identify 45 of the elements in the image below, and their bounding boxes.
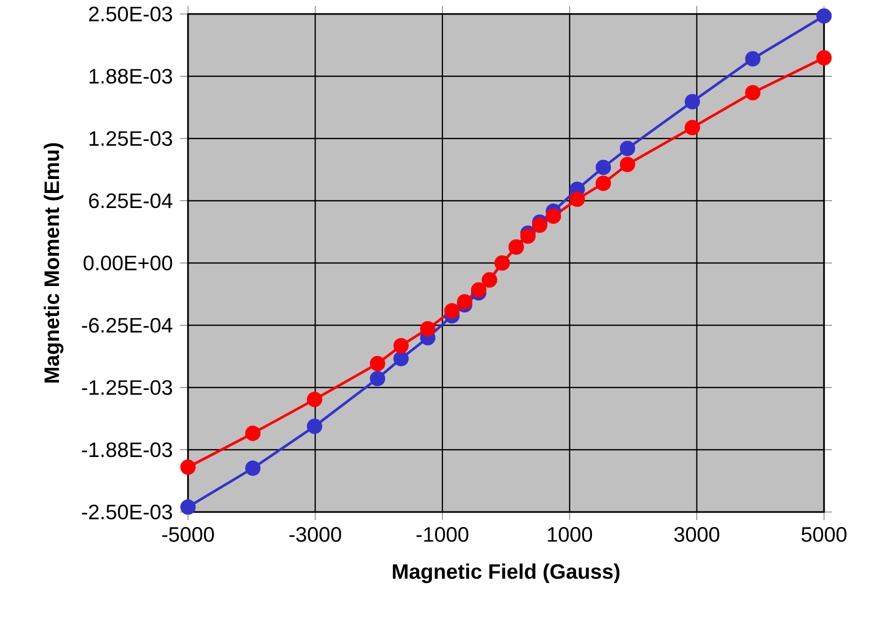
point [180, 460, 196, 475]
point [393, 338, 409, 354]
point [596, 160, 611, 176]
point [420, 321, 436, 336]
point [620, 156, 636, 172]
point [245, 460, 261, 476]
y-tick-label: -1.25E-03 [82, 380, 172, 395]
point [306, 392, 322, 408]
y-tick-label: 1.25E-03 [90, 131, 172, 146]
y-tick-label: -2.50E-03 [82, 504, 172, 520]
point [370, 356, 386, 372]
x-tick-label: 1000 [548, 527, 592, 542]
point [444, 303, 460, 318]
point [470, 282, 486, 298]
x-axis-title: Magnetic Field (Gauss) [392, 564, 620, 584]
point [306, 418, 322, 434]
y-axis-title: Magnetic Moment (Emu) [44, 143, 64, 382]
y-tick-label: -6.25E-04 [82, 318, 172, 333]
y-tick-label: 2.50E-03 [89, 6, 172, 22]
point [180, 499, 196, 515]
point [370, 370, 386, 386]
point [684, 120, 700, 136]
point [816, 50, 832, 66]
y-tick-label: -1.88E-03 [82, 442, 172, 458]
x-tick-label: -3000 [289, 527, 342, 542]
point [745, 51, 760, 66]
y-tick-label: 6.25E-04 [89, 193, 172, 208]
point [532, 217, 548, 233]
point [596, 176, 611, 191]
x-tick-label: -5000 [162, 527, 214, 542]
point [570, 192, 585, 207]
point [546, 208, 562, 224]
y-tick-label: 1.88E-03 [90, 68, 172, 84]
point [393, 350, 409, 366]
y-tick-label: 0.00E+00 [84, 256, 172, 270]
point [684, 94, 700, 110]
point [245, 426, 261, 441]
point [816, 8, 832, 24]
x-tick-label: -1000 [416, 527, 468, 542]
point [620, 140, 636, 156]
point [745, 85, 760, 100]
x-tick-label: 5000 [802, 527, 846, 542]
x-tick-label: 3000 [674, 527, 720, 542]
point [520, 228, 536, 244]
point [456, 294, 472, 310]
